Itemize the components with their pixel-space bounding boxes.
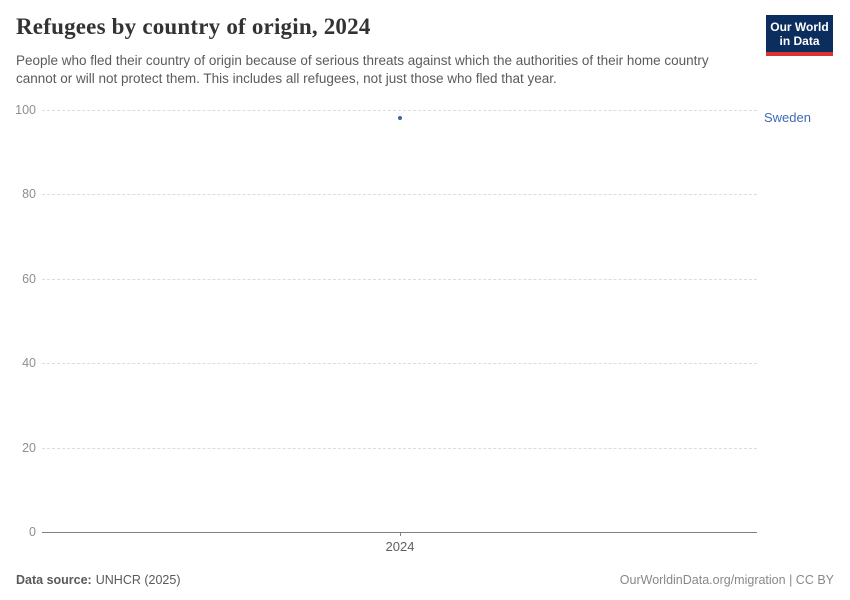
entity-label-sweden[interactable]: Sweden (764, 110, 811, 126)
data-source: Data source: UNHCR (2025) (16, 572, 180, 588)
chart-subtitle: People who fled their country of origin … (16, 53, 709, 86)
chart-footer: Data source: UNHCR (2025) OurWorldinData.… (16, 572, 834, 588)
y-tick-label: 80 (22, 187, 36, 202)
gridline (42, 194, 757, 196)
data-source-value: UNHCR (2025) (95, 573, 181, 587)
owid-logo[interactable]: Our World in Data (766, 15, 833, 56)
page-title: Refugees by country of origin, 2024 (16, 14, 371, 39)
gridline (42, 447, 757, 449)
data-source-label: Data source: (16, 573, 92, 587)
y-tick-label: 20 (22, 440, 36, 455)
x-tick-label: 2024 (385, 539, 415, 554)
plot-area: 0 20 40 60 80 100 2024 Sweden (15, 103, 811, 554)
x-tick-mark (399, 532, 401, 536)
gridline (42, 363, 757, 365)
y-tick-label: 100 (15, 103, 36, 117)
owid-logo-line2: in Data (779, 33, 820, 48)
owid-logo-line1: Our World (770, 19, 829, 34)
gridline (42, 278, 757, 280)
y-tick-label: 0 (29, 525, 36, 539)
y-tick-label: 40 (22, 356, 36, 371)
credit-line: OurWorldinData.org/migration | CC BY (620, 572, 834, 588)
credit-license: | CC BY (785, 573, 834, 587)
data-point-sweden[interactable] (397, 116, 402, 121)
y-tick-label: 60 (22, 271, 36, 286)
credit-link[interactable]: OurWorldinData.org/migration (619, 573, 786, 587)
gridline (42, 110, 757, 111)
